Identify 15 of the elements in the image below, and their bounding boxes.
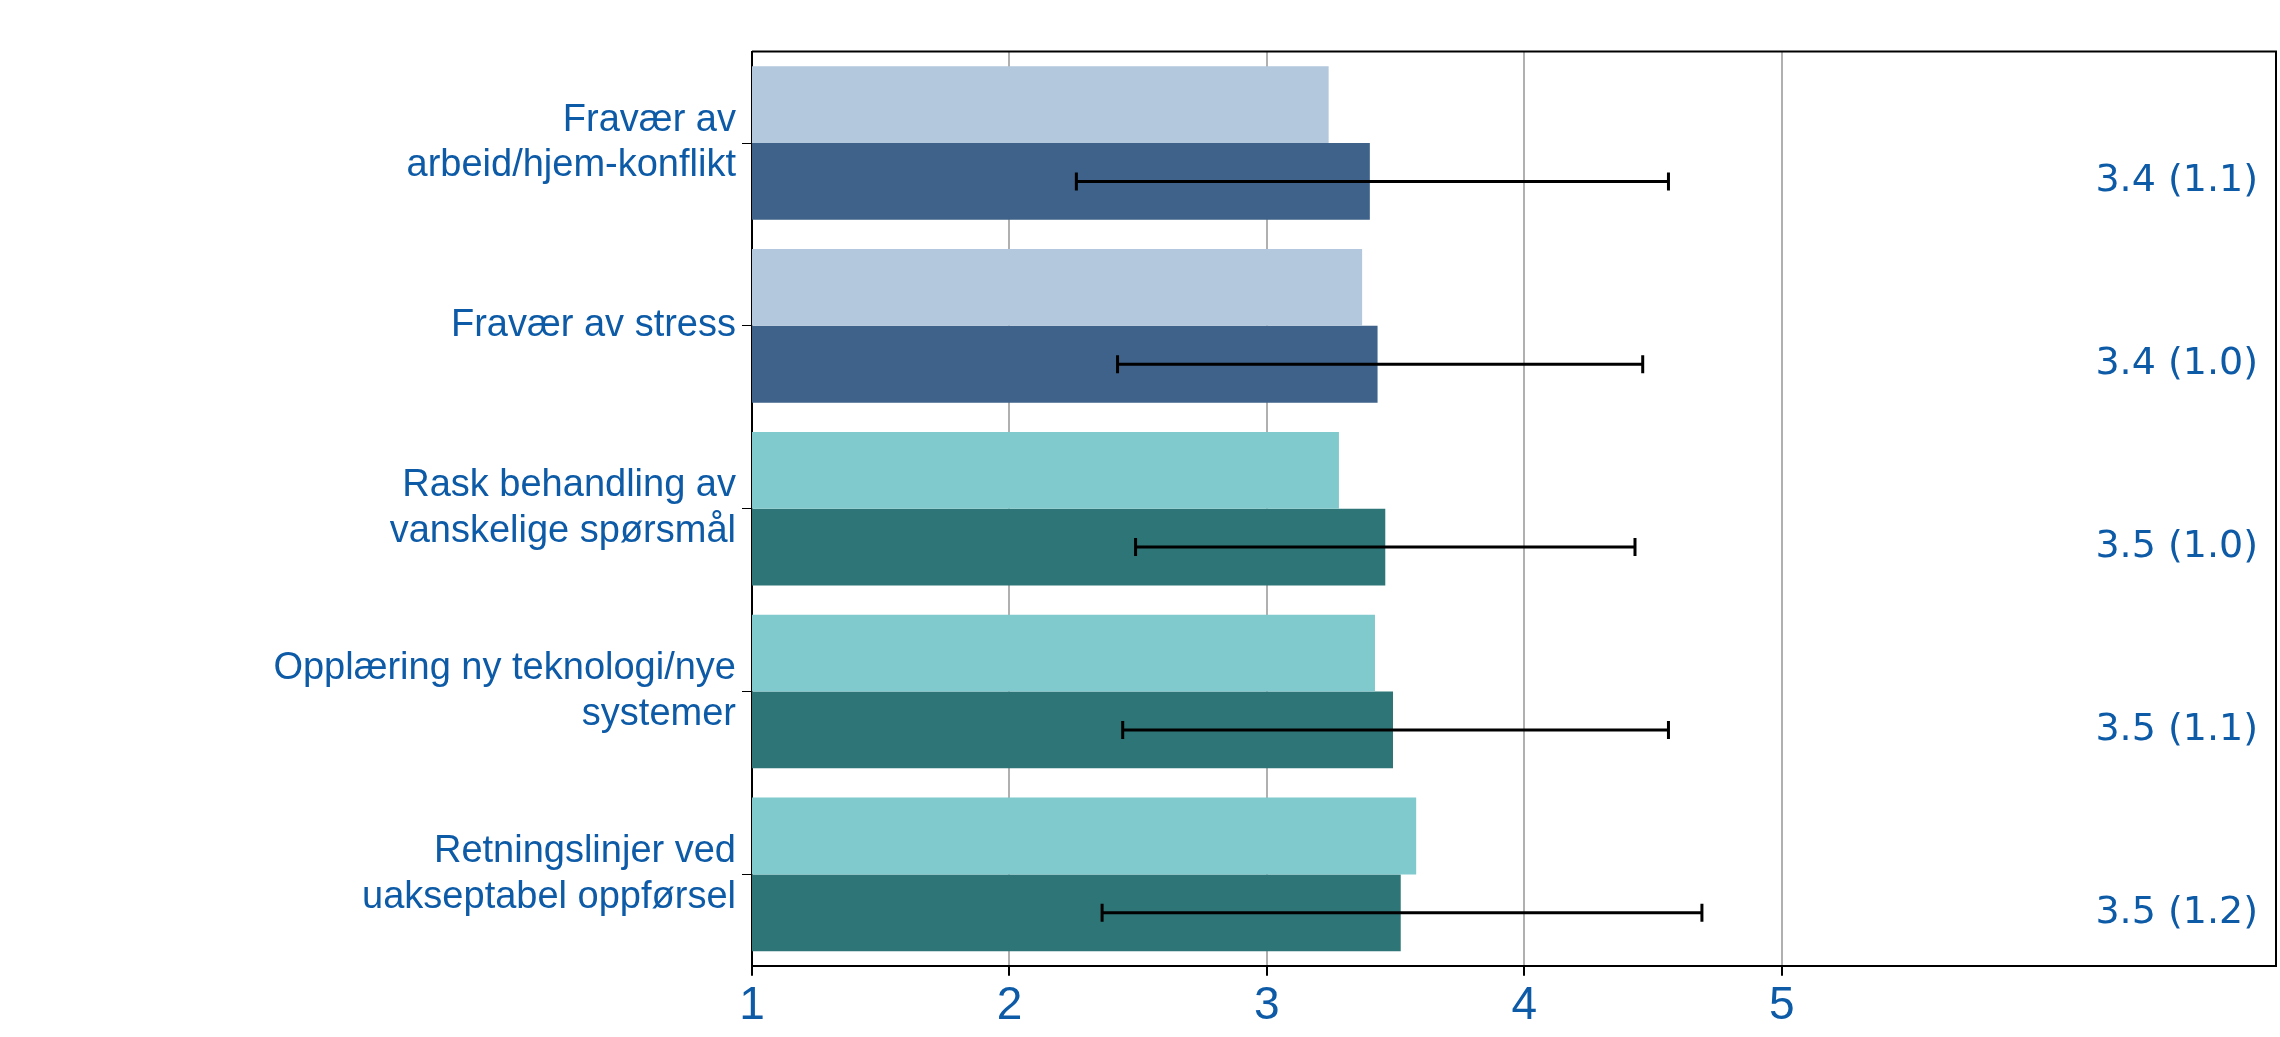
data-label: 3.5 (1.1)	[2095, 704, 2258, 749]
y-tick-label: Fravær av arbeid/hjem-konflikt	[406, 96, 737, 185]
x-tick-label: 3	[1254, 977, 1280, 1030]
data-label: 3.5 (1.0)	[2095, 521, 2258, 566]
x-tick-label: 4	[1511, 977, 1538, 1030]
data-label: 3.4 (1.0)	[2095, 339, 2258, 384]
y-tick-label: Rask behandling av vanskelige spørsmål	[389, 462, 736, 550]
data-label: 3.4 (1.1)	[2095, 156, 2258, 201]
data-label: 3.5 (1.2)	[2095, 887, 2258, 932]
x-tick-label: 2	[996, 977, 1023, 1030]
x-tick-label: 5	[1768, 977, 1795, 1030]
y-tick-label: Fravær av stress	[450, 302, 736, 345]
x-tick-label: 1	[739, 977, 765, 1030]
y-tick-label: Opplæring ny teknologi/nye systemer	[273, 645, 737, 733]
y-tick-label: Retningslinjer ved uakseptabel oppførsel	[362, 828, 736, 916]
